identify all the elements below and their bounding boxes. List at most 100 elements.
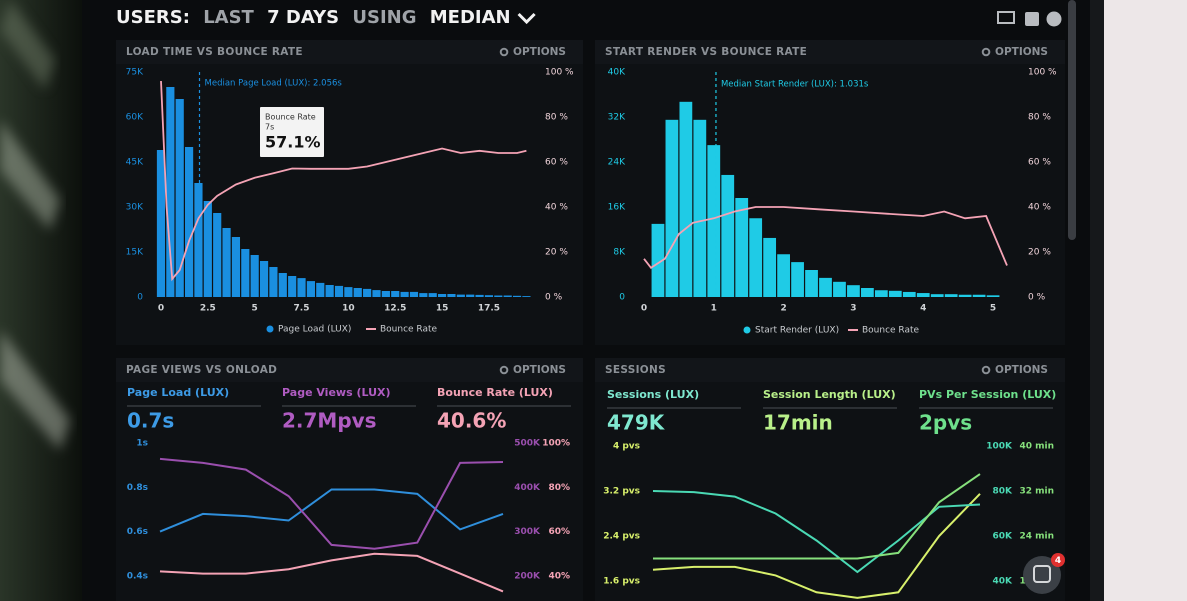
y3-tick-label: 24 min — [1019, 532, 1054, 542]
bar — [353, 288, 362, 297]
bar — [316, 282, 325, 297]
tv-icon[interactable] — [997, 11, 1015, 24]
y2-tick-label: 40K — [993, 577, 1014, 587]
bar — [512, 295, 522, 297]
options-button[interactable]: OPTIONS — [995, 364, 1048, 376]
series-line — [159, 552, 504, 593]
bar — [484, 295, 494, 297]
y2-tick-label: 100K — [986, 442, 1013, 452]
y-tick-label: 75K — [126, 68, 144, 78]
bar — [241, 249, 250, 297]
stat-label: Bounce Rate (LUX) — [437, 386, 553, 399]
y2-tick-label: 20 % — [545, 248, 568, 258]
bar — [306, 281, 315, 297]
stat-value: 479K — [607, 411, 666, 435]
bar — [651, 223, 665, 297]
bar — [958, 294, 972, 297]
bar — [391, 291, 400, 297]
panel-header — [116, 358, 583, 382]
y3-tick-label: 100% — [542, 439, 570, 449]
x-tick-label: 0 — [158, 304, 164, 314]
y2-tick-label: 80 % — [1028, 113, 1051, 123]
panel — [595, 358, 1065, 601]
y3-tick-label: 32 min — [1019, 487, 1054, 497]
bar — [438, 294, 447, 297]
bar — [791, 262, 804, 297]
panel-title: PAGE VIEWS VS ONLOAD — [126, 364, 277, 376]
tooltip-title: Bounce Rate — [265, 113, 316, 122]
bar — [166, 87, 175, 297]
stat-label: PVs Per Session (LUX) — [919, 388, 1056, 401]
y2-tick-label: 400K — [514, 483, 541, 493]
y2-tick-label: 0 % — [1028, 293, 1046, 303]
x-tick-label: 15 — [436, 304, 449, 314]
bar — [363, 288, 372, 297]
x-tick-label: 4 — [920, 304, 926, 314]
panel-header — [116, 40, 583, 64]
bar — [972, 294, 986, 297]
y3-tick-label: 60% — [548, 527, 570, 537]
legend-label: Bounce Rate — [380, 325, 438, 335]
panels: LOAD TIME VS BOUNCE RATE OPTIONS015K30K45… — [116, 40, 1065, 601]
bar — [156, 150, 166, 297]
x-tick-label: 17.5 — [478, 304, 500, 314]
bar — [175, 99, 184, 297]
dropdown-chevron[interactable] — [517, 12, 536, 25]
stat-value: 0.7s — [127, 409, 174, 433]
x-tick-label: 0 — [641, 304, 647, 314]
y2-tick-label: 100 % — [545, 68, 574, 78]
legend-label: Bounce Rate — [862, 326, 920, 336]
y2-tick-label: 80 % — [545, 113, 568, 123]
x-tick-label: 3 — [850, 304, 856, 314]
scrollbar[interactable] — [1068, 0, 1076, 240]
help-icon[interactable] — [1046, 11, 1062, 27]
bar — [847, 285, 860, 297]
y2-tick-label: 200K — [514, 571, 541, 581]
y-tick-label: 0 — [137, 293, 143, 303]
x-tick-label: 10 — [342, 304, 355, 314]
x-tick-label: 2.5 — [200, 304, 216, 314]
y2-tick-label: 40 % — [1028, 203, 1051, 213]
y-tick-label: 0.8s — [127, 483, 148, 493]
x-tick-label: 5 — [990, 304, 996, 314]
series-line — [652, 493, 981, 599]
bar — [419, 293, 428, 297]
options-button[interactable]: OPTIONS — [995, 46, 1048, 58]
y2-tick-label: 0 % — [545, 293, 563, 303]
series-line — [159, 457, 504, 550]
bar — [475, 294, 484, 297]
y-tick-label: 2.4 pvs — [603, 532, 640, 542]
bar — [986, 295, 1000, 297]
title-part: USING — [352, 7, 416, 28]
y-tick-label: 0 — [619, 293, 625, 303]
x-tick-label: 2 — [780, 304, 786, 314]
bar — [259, 261, 269, 297]
badge — [1051, 553, 1065, 567]
bar — [874, 290, 888, 297]
options-button[interactable]: OPTIONS — [513, 46, 566, 58]
bar — [902, 291, 916, 297]
x-tick-label: 5 — [252, 304, 258, 314]
options-button[interactable]: OPTIONS — [513, 364, 566, 376]
share-icon[interactable] — [1025, 12, 1039, 26]
bar — [344, 287, 353, 297]
legend-swatch — [266, 325, 274, 333]
bar — [888, 290, 902, 297]
bar — [749, 218, 763, 297]
bar — [522, 296, 531, 297]
gear-icon — [981, 365, 991, 375]
bar — [203, 201, 212, 297]
bar — [944, 294, 958, 297]
y-tick-label: 1.6 pvs — [603, 577, 640, 587]
chat-widget[interactable]: 4 — [1023, 553, 1065, 594]
badge-count: 4 — [1055, 556, 1061, 566]
bar — [503, 295, 512, 297]
legend-label: Page Load (LUX) — [278, 325, 351, 335]
dashboard-title[interactable]: USERS: LAST 7 DAYS USING MEDIAN — [116, 7, 511, 28]
bounce-rate-line — [160, 80, 527, 282]
y-tick-label: 16K — [608, 203, 626, 213]
bar — [805, 270, 818, 297]
bar — [231, 237, 241, 297]
bar — [213, 213, 222, 297]
